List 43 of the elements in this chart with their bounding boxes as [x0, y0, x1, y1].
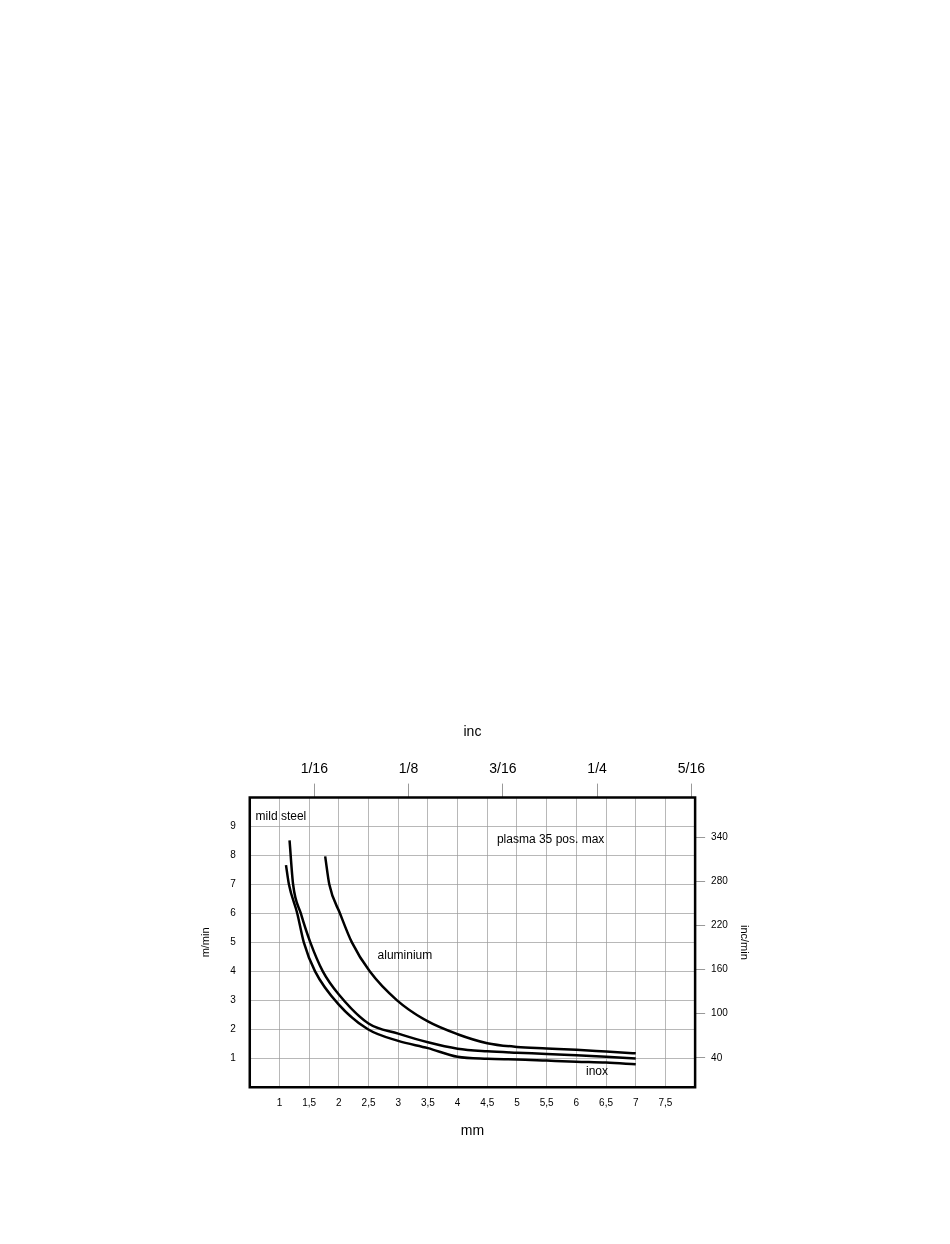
x-tick-label: 1,5	[302, 1096, 317, 1108]
y-tick-label: 2	[230, 1023, 237, 1035]
x2-tick-label: 1/4	[587, 760, 608, 777]
y-tick-label: 1	[230, 1051, 237, 1063]
x-tick-label: 2,5	[361, 1096, 376, 1108]
x-tick-label: 3	[395, 1096, 402, 1108]
annotation: plasma 35 pos. max	[496, 832, 605, 847]
x-tick-label: 6	[573, 1096, 580, 1108]
y-tick-label: 8	[230, 849, 237, 861]
y2-tick-label: 340	[711, 831, 729, 843]
x-tick-label: 1	[276, 1096, 283, 1108]
y2-tick-label: 40	[711, 1051, 723, 1063]
y-tick-label: 3	[230, 994, 237, 1006]
annotation: mild steel	[255, 808, 307, 823]
y-axis-title: m/min	[198, 927, 211, 958]
x2-axis-title: inc	[463, 723, 482, 740]
x-tick-label: 4,5	[480, 1096, 495, 1108]
x-tick-label: 5,5	[539, 1096, 555, 1108]
y-tick-label: 7	[230, 878, 237, 890]
y-tick-label: 4	[230, 965, 237, 977]
x2-tick-label: 5/16	[677, 760, 706, 777]
x2-tick-label: 3/16	[489, 760, 517, 777]
annotation: inox	[586, 1063, 609, 1078]
x-tick-label: 2	[336, 1096, 343, 1108]
x2-tick-label: 1/8	[398, 760, 419, 777]
y2-tick-label: 160	[711, 963, 729, 975]
x-tick-label: 6,5	[599, 1096, 614, 1108]
x-tick-label: 3,5	[420, 1096, 436, 1108]
x-tick-label: 4	[454, 1096, 461, 1108]
y2-axis-title: inc/min	[739, 924, 752, 960]
x2-tick-label: 1/16	[300, 760, 329, 777]
y2-tick-label: 100	[711, 1007, 729, 1019]
x-tick-label: 5	[514, 1096, 521, 1108]
y2-tick-label: 280	[711, 875, 729, 887]
y-tick-label: 9	[230, 820, 237, 832]
x-tick-label: 7	[632, 1096, 639, 1108]
x-tick-label: 7,5	[658, 1096, 673, 1108]
x-axis-title: mm	[460, 1122, 485, 1139]
annotation: aluminium	[377, 948, 433, 963]
y2-tick-label: 220	[711, 919, 729, 931]
y-tick-label: 6	[230, 907, 237, 919]
line-series	[323, 855, 637, 1055]
y-tick-label: 5	[230, 936, 237, 948]
